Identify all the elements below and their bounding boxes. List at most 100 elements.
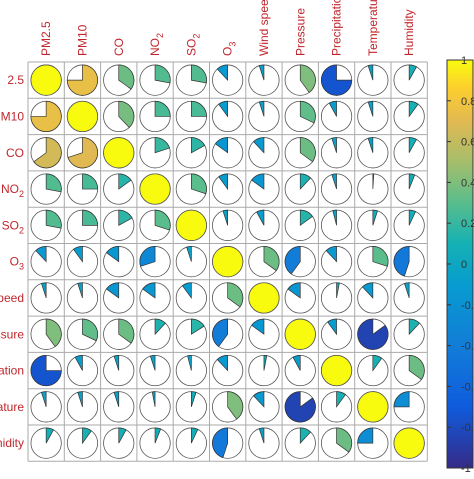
pie-cell <box>139 391 171 423</box>
pie-cell <box>284 391 316 423</box>
pie-slice <box>408 173 416 190</box>
pie-cell <box>175 100 207 133</box>
pie-slice <box>118 173 132 190</box>
pie-cell <box>66 282 99 314</box>
pie-cell <box>393 282 425 314</box>
pie-slice <box>336 391 346 408</box>
pie-slice <box>33 137 62 169</box>
pie-slice <box>113 391 120 407</box>
pie-cell <box>357 318 389 350</box>
pie-cell <box>139 246 171 278</box>
pie-slice <box>332 209 337 226</box>
pie-slice <box>151 391 156 407</box>
colorbar-tick-label: -0.6 <box>461 381 474 393</box>
pie-slice <box>393 391 410 408</box>
pie-cell <box>320 391 353 423</box>
pie-slice <box>154 100 171 117</box>
pie-slice <box>299 209 314 227</box>
column-label: PM10 <box>75 24 89 56</box>
pie-slice <box>357 318 389 350</box>
colorbar-tick-label: 0.8 <box>461 96 474 108</box>
pie-slice <box>66 100 99 133</box>
pie-slice <box>45 427 54 444</box>
pie-slice <box>372 354 383 372</box>
pie-cell <box>139 137 171 169</box>
pie-slice <box>212 318 228 348</box>
pie-slice <box>256 209 265 226</box>
row-label: 2.5 <box>7 73 24 87</box>
pie-cell <box>320 354 353 387</box>
pie-cell <box>212 282 244 314</box>
pie-slice <box>372 173 375 190</box>
pie-cell <box>175 64 207 96</box>
pie-slice <box>367 64 374 81</box>
pie-slice <box>191 173 207 195</box>
pie-cell <box>103 246 135 278</box>
pie-slice <box>287 282 301 299</box>
pie-cell <box>357 64 389 96</box>
pie-cell <box>66 137 99 169</box>
pie-slice <box>118 427 127 444</box>
pie-cell <box>103 137 135 169</box>
pie-slice <box>408 100 419 118</box>
pie-cell <box>393 209 425 241</box>
colorbar-gradient <box>446 59 474 469</box>
pie-cell <box>212 137 244 169</box>
pie-cell <box>103 318 135 350</box>
pie-cell <box>393 100 425 133</box>
pie-cell <box>212 427 244 459</box>
pie-cell <box>139 209 171 241</box>
pie-slice <box>154 64 171 84</box>
colorbar-tick-label: 0 <box>461 259 467 271</box>
pie-slice <box>103 137 135 169</box>
pie-slice <box>212 427 228 459</box>
pie-slice <box>82 173 99 190</box>
pie-cell <box>66 354 99 387</box>
pie-slice <box>284 246 301 275</box>
pie-slice <box>139 246 156 267</box>
row-label: erature <box>0 400 24 414</box>
column-label: NO2 <box>148 33 165 56</box>
pie-slice <box>74 354 83 371</box>
pie-cell <box>66 100 99 133</box>
column-label: Precipitation <box>330 0 344 56</box>
pie-cell <box>393 173 425 205</box>
pie-slice <box>321 64 353 96</box>
pie-cell <box>320 282 353 314</box>
pie-slice <box>367 100 374 117</box>
pie-slice <box>408 64 417 81</box>
pie-slice <box>253 137 265 154</box>
pie-slice <box>263 246 280 272</box>
pie-cell <box>393 318 425 350</box>
pie-cell <box>248 354 280 387</box>
column-label: CO <box>112 38 126 56</box>
pie-cell <box>357 173 389 205</box>
pie-cell <box>30 209 62 241</box>
pie-slice <box>331 137 337 153</box>
pie-slice <box>77 391 83 407</box>
pie-cells <box>30 64 425 459</box>
row-label: espeed <box>0 291 24 305</box>
pie-slice <box>263 354 268 371</box>
pie-slice <box>408 318 421 336</box>
pie-slice <box>336 282 340 299</box>
pie-slice <box>284 391 316 423</box>
pie-slice <box>35 246 47 263</box>
pie-cell <box>284 354 316 387</box>
pie-cell <box>248 427 280 459</box>
pie-slice <box>408 137 417 153</box>
pie-cell <box>66 64 99 96</box>
pie-slice <box>292 354 301 371</box>
pie-cell <box>248 282 280 314</box>
pie-cell <box>139 354 171 387</box>
pie-cell <box>320 246 353 278</box>
pie-slice <box>113 354 120 371</box>
pie-cell <box>175 209 207 241</box>
pie-cell <box>393 64 425 96</box>
pie-slice <box>258 427 265 444</box>
pie-cell <box>284 209 316 241</box>
pie-slice <box>408 354 425 380</box>
pie-cell <box>139 173 171 205</box>
